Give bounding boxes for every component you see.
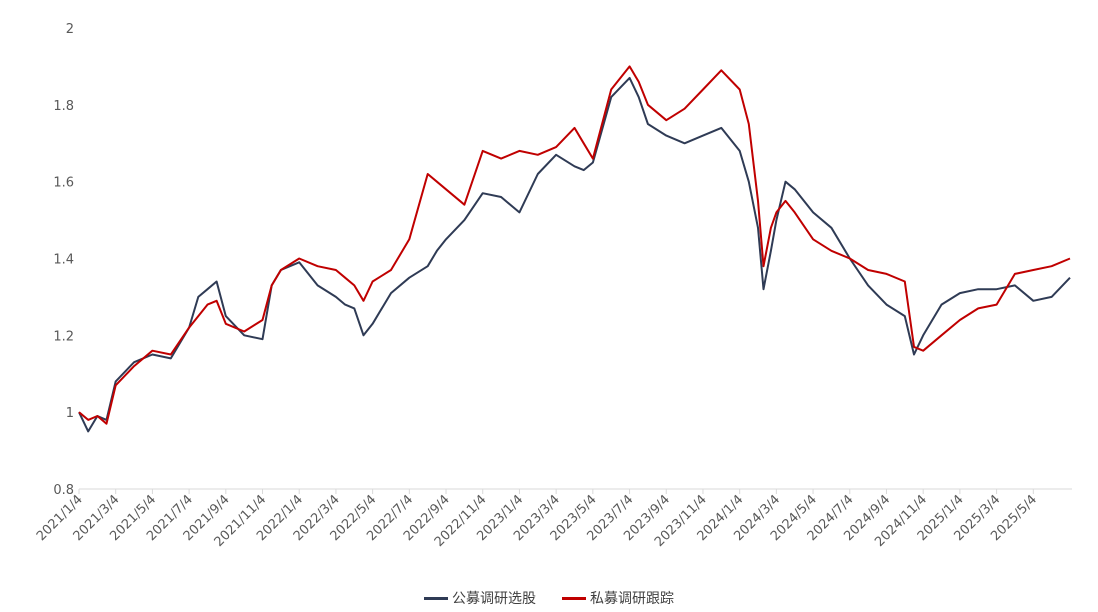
series-line-public xyxy=(78,76,1071,433)
legend-item-private: 私募调研跟踪 xyxy=(562,588,674,608)
y-tick-label: 1.4 xyxy=(53,253,74,268)
y-tick-label: 1 xyxy=(66,406,74,421)
y-tick-label: 1.6 xyxy=(53,176,74,191)
legend-item-public: 公募调研选股 xyxy=(424,588,536,608)
y-tick-label: 1.8 xyxy=(53,99,74,114)
y-tick-label: 1.2 xyxy=(53,329,74,344)
legend-label-public: 公募调研选股 xyxy=(452,591,536,607)
legend-swatch-public xyxy=(424,596,448,600)
legend: 公募调研选股 私募调研跟踪 xyxy=(0,588,1098,608)
y-tick-label: 0.8 xyxy=(53,483,74,498)
legend-label-private: 私募调研跟踪 xyxy=(590,591,674,607)
legend-swatch-private xyxy=(562,596,586,600)
series-line-private xyxy=(78,65,1071,425)
y-tick-label: 2 xyxy=(66,22,74,37)
line-chart: 0.811.21.41.61.82 2021/1/42021/3/42021/5… xyxy=(34,22,1072,550)
